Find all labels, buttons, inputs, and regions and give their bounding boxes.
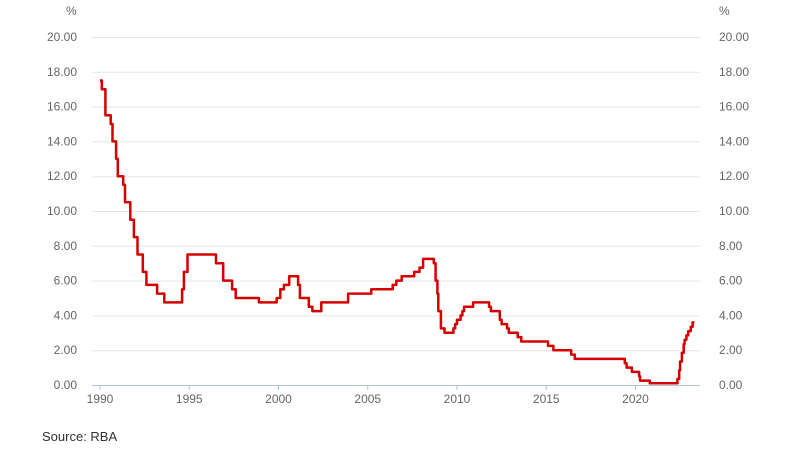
y-tick-label-left: 14.00 [47, 134, 77, 148]
y-tick-label-left: 16.00 [47, 100, 77, 114]
y-axis-left-labels: 0.00 2.00 4.00 6.00 8.00 10.00 12.00 14.00 16.00… [47, 30, 77, 392]
gridlines [92, 37, 700, 352]
y-axis-left-unit: % [66, 4, 77, 18]
x-tick-label: 2005 [354, 392, 381, 406]
cash-rate-line [100, 79, 695, 385]
y-tick-label-right: 16.00 [719, 100, 749, 114]
y-tick-label-left: 6.00 [54, 274, 78, 288]
x-tick-label: 2020 [622, 392, 649, 406]
y-tick-label-left: 20.00 [47, 30, 77, 44]
y-tick-label-right: 6.00 [719, 274, 743, 288]
y-tick-label-left: 0.00 [54, 378, 78, 392]
y-axis-right-unit: % [719, 4, 730, 18]
x-tick-label: 2000 [265, 392, 292, 406]
y-tick-label-right: 10.00 [719, 204, 749, 218]
y-tick-label-left: 18.00 [47, 65, 77, 79]
y-tick-label-left: 12.00 [47, 169, 77, 183]
y-tick-label-right: 2.00 [719, 343, 743, 357]
y-axis-right-labels: 0.00 2.00 4.00 6.00 8.00 10.00 12.00 14.00 16.00… [719, 30, 749, 392]
y-tick-label-right: 18.00 [719, 65, 749, 79]
y-tick-label-left: 10.00 [47, 204, 77, 218]
x-tick-label: 1990 [87, 392, 114, 406]
y-tick-label-left: 2.00 [54, 343, 78, 357]
y-tick-label-right: 20.00 [719, 30, 749, 44]
x-tick-label: 2015 [533, 392, 560, 406]
x-axis-ticks: 1990 1995 2000 2005 2010 2015 2020 [87, 386, 649, 406]
x-tick-label: 1995 [176, 392, 203, 406]
y-tick-label-right: 0.00 [719, 378, 743, 392]
y-tick-label-right: 12.00 [719, 169, 749, 183]
y-tick-label-right: 14.00 [719, 134, 749, 148]
source-note: Source: RBA [42, 429, 118, 444]
y-tick-label-left: 8.00 [54, 239, 78, 253]
y-tick-label-right: 4.00 [719, 308, 743, 322]
x-tick-label: 2010 [444, 392, 471, 406]
y-tick-label-right: 8.00 [719, 239, 743, 253]
y-tick-label-left: 4.00 [54, 308, 78, 322]
